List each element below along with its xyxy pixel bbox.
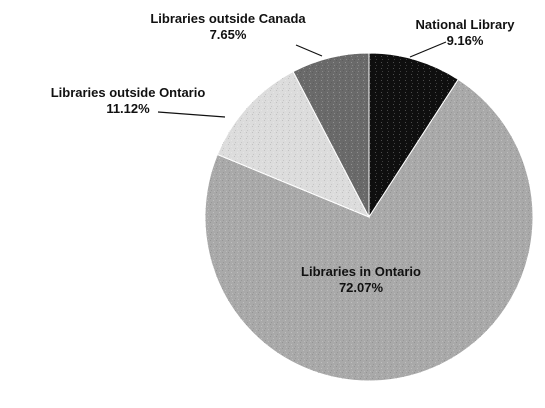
pie-slice-texture (217, 71, 369, 217)
pie-slice-texture (369, 53, 459, 217)
leader-line (295, 44, 323, 57)
slice-value-label: 9.16% (447, 33, 484, 48)
slice-value-label: 7.65% (210, 27, 247, 42)
slice-value-label: 11.12% (106, 101, 150, 116)
pie-slice-texture (293, 53, 369, 217)
leader-line (157, 111, 226, 118)
slice-label: Libraries outside Ontario (51, 85, 206, 100)
slice-label: Libraries outside Canada (150, 11, 306, 26)
pie-slice-texture (204, 79, 533, 381)
leader-line (409, 41, 447, 58)
slice-value-label: 72.07% (339, 280, 384, 295)
slice-label: National Library (416, 17, 516, 32)
slice-label: Libraries in Ontario (301, 264, 421, 279)
